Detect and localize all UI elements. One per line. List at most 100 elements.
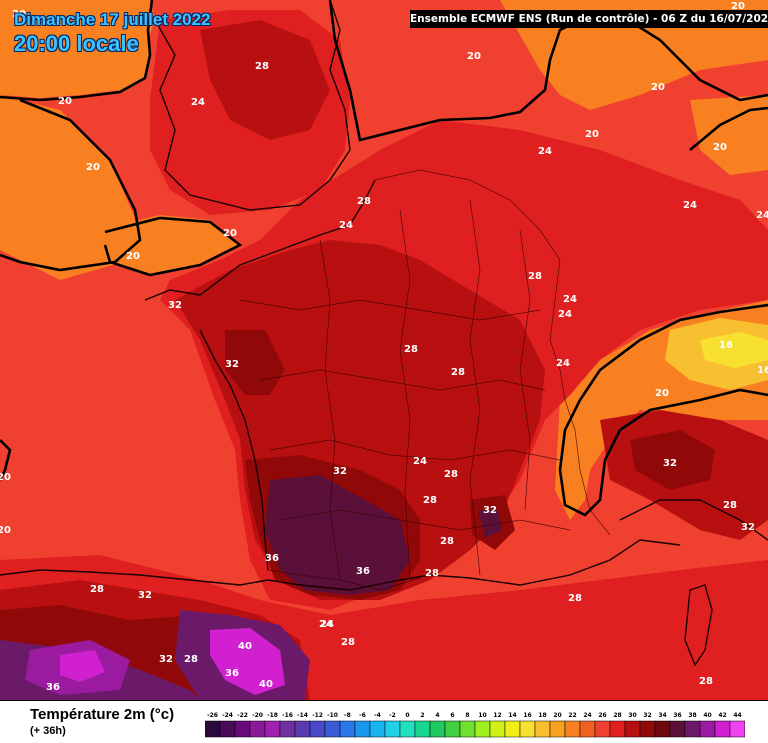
iso-label: 20 [731,1,745,12]
iso-label: 24 [319,619,333,630]
legend-swatch [324,720,341,738]
legend-swatch [294,720,311,738]
legend-tick-label: 14 [508,712,516,719]
coastline-france-north [144,179,376,301]
field-28-england [200,20,330,140]
forecast-date: Dimanche 17 juillet 2022 [14,10,211,29]
iso-label: 24 [538,146,552,157]
legend-swatch [444,720,461,738]
color-scale-legend: -26 -24 -22 -20 -18 -16 -14 -12 -10 -8 -6 -4 -2 0 2 4 6 8… [205,712,745,738]
legend-swatch [309,720,326,738]
iso-label: 40 [259,679,273,690]
legend-tick-label: 32 [643,712,651,719]
legend-tick-label: -14 [297,712,308,719]
iso-label: 28 [90,584,104,595]
iso-label: 28 [425,568,439,579]
isotherm-20-west-2 [0,439,12,481]
iso-label: 28 [423,495,437,506]
field-32-italy [630,430,715,490]
field-20-farne [690,95,768,175]
legend-tick-label: 4 [435,712,439,719]
legend-tick-label: -20 [252,712,263,719]
legend-tick-label: 2 [420,712,424,719]
legend-swatch [684,720,701,738]
iso-label: 36 [225,668,239,679]
legend-tick-label: -22 [237,712,248,719]
legend-swatch [474,720,491,738]
iso-label: 24 [756,210,768,221]
iso-label: 24 [556,358,570,369]
legend-tick-label: -8 [344,712,351,719]
legend-swatch [219,720,236,738]
legend-swatch [369,720,386,738]
legend-footer: Température 2m (°c) (+ 36h) -26 -24 -22 -20… [0,700,768,743]
coastline-med [267,539,681,591]
iso-label: 28 [404,344,418,355]
legend-tick-label: 26 [598,712,606,719]
legend-tick-label: 40 [703,712,711,719]
iso-label: 28 [451,367,465,378]
iso-label: 20 [467,51,481,62]
legend-swatch [414,720,431,738]
border-depts-3 [269,439,561,461]
legend-swatch [549,720,566,738]
iso-label: 20 [58,96,72,107]
iso-label: 32 [483,505,497,516]
legend-tick-label: 38 [688,712,696,719]
isotherm-20-channel [103,216,243,277]
iso-label: 24 [563,294,577,305]
legend-swatch [354,720,371,738]
legend-swatch [504,720,521,738]
legend-swatch [714,720,731,738]
legend-swatch [534,720,551,738]
field-40-spain [210,628,285,695]
legend-tick-label: 20 [553,712,561,719]
border-france-east [374,169,611,536]
legend-tick-label: -4 [374,712,381,719]
legend-tick-label: -12 [312,712,323,719]
field-36-rhone [478,510,502,538]
legend-tick-label: 30 [628,712,636,719]
iso-label: 28 [357,196,371,207]
legend-swatch [699,720,716,738]
legend-tick-label: 34 [658,712,666,719]
isotherm-20-ne [328,0,768,142]
border-depts-v4 [519,229,531,511]
model-run-banner: Ensemble ECMWF ENS (Run de contrôle) - 0… [410,10,768,28]
legend-tick-label: -18 [267,712,278,719]
legend-tick-label: -10 [327,712,338,719]
field-32-loire [225,330,285,395]
legend-swatch [249,720,266,738]
isotherm-20-north [0,0,154,102]
field-36-southwest [265,475,410,595]
iso-label: 16 [719,340,733,351]
legend-swatch [624,720,641,738]
iso-label: 20 [713,142,727,153]
isotherm-20-west [0,98,142,272]
legend-tick-label: -24 [222,712,233,719]
field-20-channel [100,215,240,275]
coastline-italy [619,499,768,541]
iso-label: 20 [12,9,26,20]
legend-swatch [579,720,596,738]
iso-label: 20 [651,82,665,93]
legend-tick-label: -16 [282,712,293,719]
legend-swatch [594,720,611,738]
iso-label: 20 [585,129,599,140]
iso-label: 32 [159,654,173,665]
legend-tick-label: -2 [389,712,396,719]
iso-label: 28 [440,536,454,547]
iso-label: 28 [255,61,269,72]
legend-swatch [459,720,476,738]
iso-label: 32 [333,466,347,477]
legend-tick-label: 8 [465,712,469,719]
border-depts-2 [259,369,546,391]
legend-tick-label: 44 [733,712,741,719]
iso-label: 32 [168,300,182,311]
legend-tick-label: 16 [523,712,531,719]
legend-tick-label: -26 [207,712,218,719]
legend-tick-label: 18 [538,712,546,719]
iso-label: 24 [683,200,697,211]
legend-swatch [519,720,536,738]
field-40-spain-2 [60,650,105,682]
